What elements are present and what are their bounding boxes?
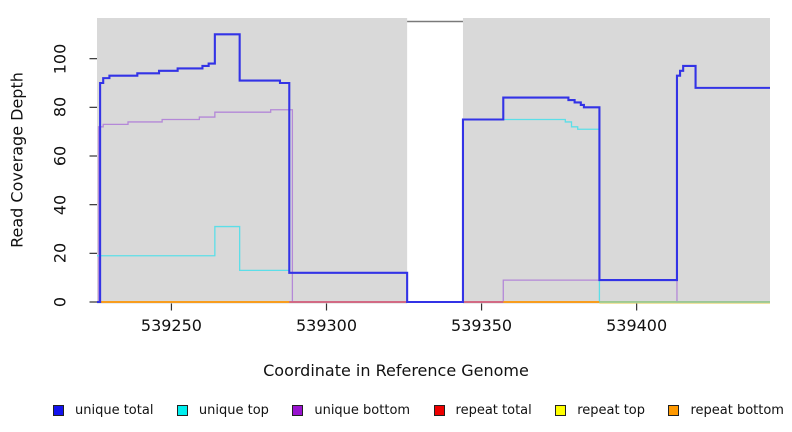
y-tick-label: 100 xyxy=(50,43,70,74)
x-tick-label: 539300 xyxy=(295,316,358,335)
line-unique-bottom xyxy=(97,109,770,303)
legend-item-unique-total: unique total xyxy=(53,403,153,418)
legend-item-repeat-total: repeat total xyxy=(433,402,532,418)
y-tick-label: 40 xyxy=(50,194,70,215)
y-tick-label: 20 xyxy=(50,243,70,264)
legend-item-unique-bottom: unique bottom xyxy=(292,403,410,418)
x-tick-label: 539250 xyxy=(140,316,202,335)
legend-label: unique bottom xyxy=(314,402,411,418)
legend-label: repeat top xyxy=(577,402,645,418)
y-axis-label: Read Coverage Depth xyxy=(7,72,27,248)
legend-swatch-unique-bottom xyxy=(292,404,304,416)
line-unique-total xyxy=(97,33,770,304)
x-axis-label: Coordinate in Reference Genome xyxy=(263,361,529,380)
legend-swatch-repeat-bottom xyxy=(668,404,680,416)
y-tick-label: 0 xyxy=(50,296,70,308)
legend-item-repeat-top: repeat top xyxy=(555,403,645,418)
x-tick-label: 539400 xyxy=(606,316,668,335)
legend-swatch-unique-total xyxy=(53,404,64,416)
legend: unique total unique top unique bottom repea… xyxy=(0,399,792,421)
legend-swatch-repeat-total xyxy=(433,404,445,416)
legend-swatch-repeat-top xyxy=(555,404,567,416)
y-tick-label: 80 xyxy=(50,97,70,118)
gap-region xyxy=(407,18,463,304)
legend-label: repeat total xyxy=(455,402,532,418)
y-tick-label: 60 xyxy=(50,145,70,167)
legend-item-unique-top: unique top xyxy=(176,402,269,418)
x-tick-label: 539350 xyxy=(451,316,513,335)
legend-label: unique top xyxy=(198,402,269,418)
legend-item-repeat-bottom: repeat bottom xyxy=(668,403,784,418)
legend-label: unique total xyxy=(75,402,154,418)
legend-label: repeat bottom xyxy=(690,402,784,418)
legend-swatch-unique-top xyxy=(176,404,188,416)
